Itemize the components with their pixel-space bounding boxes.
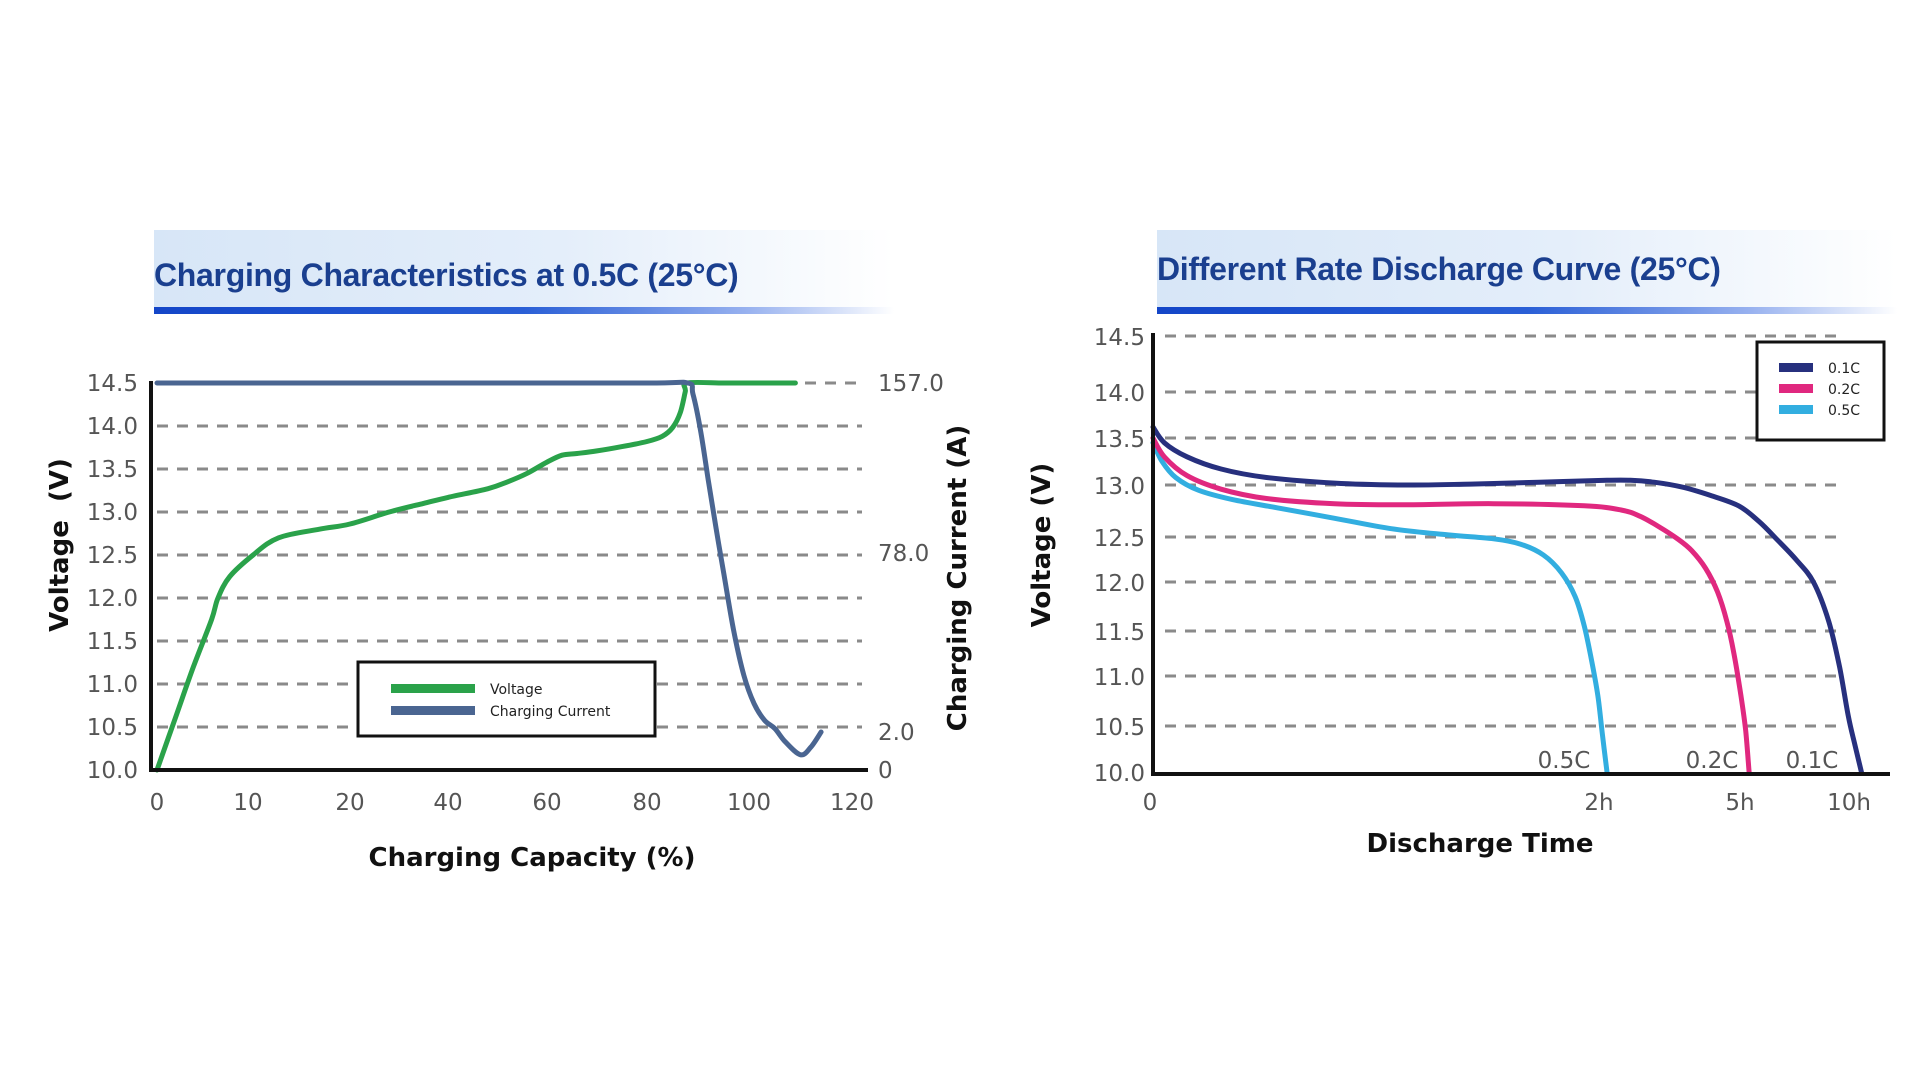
discharge-series-0-5c xyxy=(1150,440,1610,775)
discharge-y-tick-label: 12.5 xyxy=(1094,526,1145,552)
charging-series-charging-current xyxy=(154,379,824,758)
charging-x-tick-label: 40 xyxy=(433,790,462,816)
charging-x-tick-label: 120 xyxy=(830,790,874,816)
discharge-y-tick-label: 13.0 xyxy=(1094,474,1145,500)
discharge-legend: 0.1C 0.2C 0.5C xyxy=(1755,340,1886,442)
charging-legend-box xyxy=(356,660,657,738)
annotation-0-2c: 0.2C xyxy=(1686,748,1739,774)
charging-y-tick-label: 14.5 xyxy=(87,371,138,397)
charging-y-tick-label: 12.0 xyxy=(87,586,138,612)
legend-swatch-0-2c xyxy=(1779,384,1813,393)
discharge-curves xyxy=(1150,424,1864,775)
discharge-x-axis-title: Discharge Time xyxy=(1367,829,1594,859)
charging-y-tick-label: 13.0 xyxy=(87,500,138,526)
charging-y2-tick-label: 78.0 xyxy=(878,541,929,567)
charging-x-tick-label: 100 xyxy=(727,790,771,816)
charging-x-axis-title: Charging Capacity (%) xyxy=(368,843,695,873)
legend-label-charging-current: Charging Current xyxy=(490,704,611,720)
discharge-y-axis-title: Voltage (V) xyxy=(1027,463,1057,628)
charging-curves xyxy=(154,379,824,773)
discharge-y-tick-label: 13.5 xyxy=(1094,427,1145,453)
discharge-series-0-1c xyxy=(1150,424,1864,775)
discharge-legend-box xyxy=(1755,340,1886,442)
charging-y-axis-title: Voltage (V) xyxy=(45,458,75,632)
legend-swatch-voltage xyxy=(391,684,475,693)
charging-y-tick-label: 10.5 xyxy=(87,715,138,741)
discharge-x-tick-label: 10h xyxy=(1827,790,1871,816)
discharge-y-tick-label: 10.0 xyxy=(1094,761,1145,787)
legend-label-0-2c: 0.2C xyxy=(1828,382,1860,398)
legend-label-voltage: Voltage xyxy=(490,682,543,698)
discharge-y-tick-label: 10.5 xyxy=(1094,715,1145,741)
annotation-0-1c: 0.1C xyxy=(1786,748,1839,774)
discharge-tick-labels: 14.5 14.0 13.5 13.0 12.5 12.0 11.5 11.0 10.5 10.0… xyxy=(1094,325,1871,816)
charging-x-tick-label: 0 xyxy=(150,790,165,816)
charging-x-tick-label: 60 xyxy=(532,790,561,816)
discharge-y-tick-label: 11.0 xyxy=(1094,665,1145,691)
charging-title-underline xyxy=(154,307,894,314)
charging-axes xyxy=(149,381,868,772)
discharge-chart-title: Different Rate Discharge Curve (25°C) xyxy=(1157,251,1721,287)
legend-label-0-5c: 0.5C xyxy=(1828,403,1860,419)
charging-y-tick-label: 12.5 xyxy=(87,543,138,569)
charging-y-tick-label: 10.0 xyxy=(87,758,138,784)
discharge-series-0-2c xyxy=(1150,435,1752,775)
charging-x-tick-label: 10 xyxy=(233,790,262,816)
discharge-x-tick-label: 2h xyxy=(1584,790,1613,816)
discharge-y-tick-label: 11.5 xyxy=(1094,620,1145,646)
charging-title-band: Charging Characteristics at 0.5C (25°C) xyxy=(154,230,894,314)
charging-series-voltage xyxy=(154,379,798,773)
discharge-x-tick-label: 5h xyxy=(1725,790,1754,816)
charging-y-tick-label: 14.0 xyxy=(87,414,138,440)
discharge-y-tick-label: 12.0 xyxy=(1094,571,1145,597)
discharge-title-underline xyxy=(1157,307,1897,314)
legend-label-0-1c: 0.1C xyxy=(1828,361,1860,377)
charging-x-tick-label: 80 xyxy=(632,790,661,816)
charging-legend: Voltage Charging Current xyxy=(356,660,657,738)
discharge-gridlines xyxy=(1165,334,1843,728)
charging-y2-tick-label: 2.0 xyxy=(878,720,915,746)
legend-swatch-0-5c xyxy=(1779,405,1813,414)
charging-y-tick-label: 13.5 xyxy=(87,457,138,483)
charging-y2-axis-title: Charging Current (A) xyxy=(943,425,973,731)
legend-swatch-charging-current xyxy=(391,706,475,715)
charging-chart-title: Charging Characteristics at 0.5C (25°C) xyxy=(154,257,739,293)
discharge-y-tick-label: 14.0 xyxy=(1094,381,1145,407)
discharge-chart: 14.5 14.0 13.5 13.0 12.5 12.0 11.5 11.0 10.5 10.0… xyxy=(1027,325,1890,859)
discharge-y-tick-label: 14.5 xyxy=(1094,325,1145,351)
charging-tick-labels: 14.5 14.0 13.5 13.0 12.5 12.0 11.5 11.0 10.5 10.0… xyxy=(87,371,944,816)
charging-x-tick-label: 20 xyxy=(335,790,364,816)
discharge-axes xyxy=(1151,333,1890,776)
annotation-0-5c: 0.5C xyxy=(1538,748,1591,774)
charging-y-tick-label: 11.0 xyxy=(87,672,138,698)
charging-y-tick-label: 11.5 xyxy=(87,629,138,655)
charging-y2-tick-label: 0 xyxy=(878,758,893,784)
discharge-x-tick-label: 0 xyxy=(1143,790,1158,816)
discharge-title-band: Different Rate Discharge Curve (25°C) xyxy=(1157,230,1897,314)
legend-swatch-0-1c xyxy=(1779,363,1813,372)
charging-y2-tick-label: 157.0 xyxy=(878,371,944,397)
charging-chart: 14.5 14.0 13.5 13.0 12.5 12.0 11.5 11.0 10.5 10.0… xyxy=(45,371,973,873)
